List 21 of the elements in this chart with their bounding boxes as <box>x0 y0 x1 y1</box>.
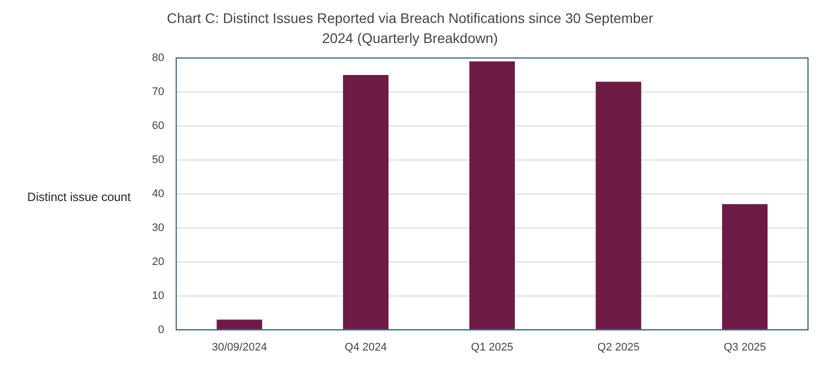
x-tick-label: Q4 2024 <box>344 341 387 354</box>
y-tick-label: 80 <box>152 52 164 64</box>
x-tick-label: Q2 2025 <box>597 341 640 354</box>
y-tick-label: 0 <box>158 324 164 336</box>
y-tick-label: 70 <box>152 86 164 98</box>
bar <box>469 61 515 330</box>
y-tick-label: 60 <box>152 120 164 132</box>
y-tick-label: 10 <box>152 290 164 302</box>
x-tick-label: Q3 2025 <box>724 341 766 354</box>
x-tick-label: Q1 2025 <box>471 341 514 354</box>
y-tick-label: 40 <box>152 188 164 200</box>
y-tick-label: 30 <box>152 222 164 234</box>
bar <box>343 74 389 330</box>
chart-title: Chart C: Distinct Issues Reported via Breach Notifications since 30 September 2024 (Quarterly Breakdown) <box>166 9 654 48</box>
bar <box>596 82 642 330</box>
x-tick-label: 30/09/2024 <box>212 341 267 354</box>
y-tick-label: 20 <box>152 256 164 268</box>
bar <box>722 204 768 330</box>
bar <box>216 320 262 330</box>
y-tick-label: 50 <box>152 154 164 166</box>
y-axis-title: Distinct issue count <box>27 190 131 204</box>
